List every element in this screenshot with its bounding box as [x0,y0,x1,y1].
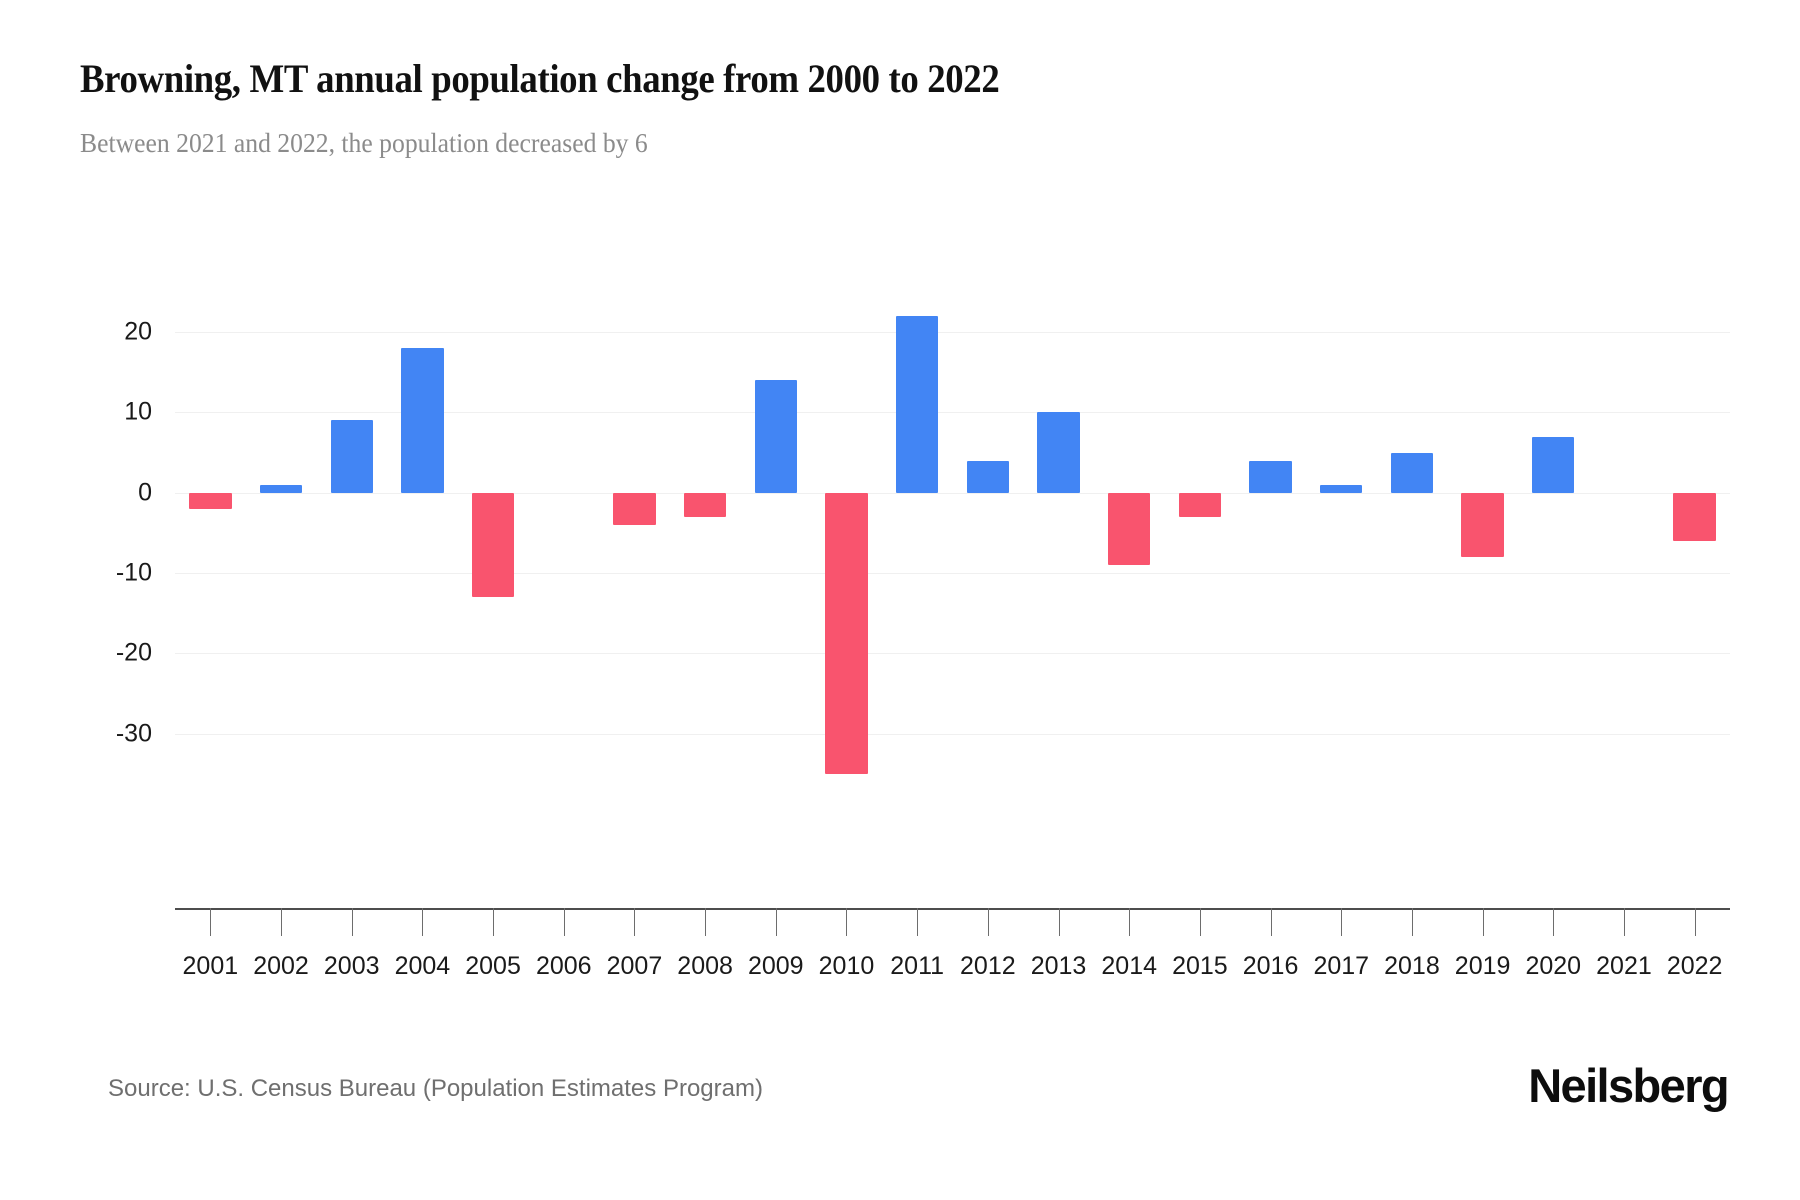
x-axis-tick [281,908,283,936]
bar[interactable] [1320,484,1363,493]
x-axis-tick-label: 2021 [1596,952,1652,980]
x-axis-tick-label: 2013 [1030,952,1087,980]
y-axis-tick-label: 0 [138,478,152,507]
x-axis-tick-label: 2008 [677,952,733,980]
gridline [175,332,1730,334]
bar[interactable] [189,492,232,509]
x-axis-line [175,908,1730,910]
gridline [175,733,1730,735]
x-axis-tick-label: 2020 [1525,952,1582,980]
bar[interactable] [1673,492,1716,541]
x-axis-tick [917,908,919,936]
x-axis-tick-label: 2009 [747,952,804,980]
y-axis-tick-label: -10 [115,558,152,587]
y-axis-tick-label: 10 [124,397,152,426]
bar[interactable] [895,316,939,493]
bar[interactable] [683,492,727,517]
x-axis-tick [705,908,707,936]
x-axis-tick [987,908,989,936]
brand-logo: Neilsberg [1528,1059,1729,1112]
y-axis-tick-label: -30 [115,719,152,748]
x-axis-tick-label: 2005 [465,952,521,980]
x-axis-tick [563,908,565,936]
x-axis-tick-label: 2003 [323,952,380,980]
x-axis-tick-label: 2007 [606,952,663,980]
y-axis-tick-label: 20 [124,317,152,346]
x-axis-tick-label: 2001 [182,952,239,980]
bar[interactable] [1249,460,1292,493]
gridline [175,412,1730,414]
gridline [175,653,1730,655]
x-axis-tick [1623,908,1625,936]
bar[interactable] [1390,452,1434,493]
x-axis-tick [775,908,777,936]
x-axis-tick-label: 2016 [1242,952,1299,980]
bar[interactable] [259,484,303,493]
x-axis-tick [1270,908,1272,936]
x-axis-tick [1341,908,1343,936]
x-axis-tick [493,908,495,936]
bar[interactable] [1037,412,1080,493]
x-axis-tick-label: 2010 [818,952,875,980]
bar[interactable] [1532,436,1575,493]
page-subtitle: Between 2021 and 2022, the population de… [80,128,648,158]
page-title: Browning, MT annual population change fr… [80,56,1000,101]
gridline [175,573,1730,575]
plot-area: 20 10 0 -10 -20 -30 [116,300,1730,790]
bar[interactable] [1108,492,1151,566]
x-axis-tick [1411,908,1413,936]
x-axis-tick-label: 2014 [1101,952,1158,980]
bar[interactable] [471,492,515,598]
bar[interactable] [613,492,656,525]
source-note: Source: U.S. Census Bureau (Population E… [108,1075,763,1102]
x-axis-tick-label: 2019 [1454,952,1511,980]
x-axis-tick [422,908,424,936]
x-axis-tick [1482,908,1484,936]
bar[interactable] [825,492,868,774]
x-axis-tick-label: 2017 [1313,952,1370,980]
x-axis-tick [1058,908,1060,936]
x-axis-tick-label: 2022 [1666,952,1723,980]
bar[interactable] [1461,492,1504,558]
x-axis-tick-label: 2012 [960,952,1016,980]
x-axis-tick-label: 2004 [394,952,451,980]
bar[interactable] [966,460,1010,493]
bar[interactable] [401,348,444,493]
bar[interactable] [1178,492,1222,517]
x-axis-tick-label: 2006 [535,952,592,980]
x-axis-tick-label: 2018 [1384,952,1440,980]
x-axis-tick-label: 2002 [253,952,309,980]
x-axis-tick [846,908,848,936]
y-axis-tick-label: -20 [115,638,152,667]
x-axis-tick [634,908,636,936]
x-axis-tick [1553,908,1555,936]
x-axis-tick-label: 2011 [890,952,945,980]
gridline [175,492,1730,494]
x-axis-tick-label: 2015 [1172,952,1228,980]
x-axis-tick [210,908,212,936]
x-axis-tick [1694,908,1696,936]
x-axis-tick [351,908,353,936]
x-axis-tick [1199,908,1201,936]
bar[interactable] [754,380,797,493]
x-axis-tick [1129,908,1131,936]
bar[interactable] [330,420,373,493]
